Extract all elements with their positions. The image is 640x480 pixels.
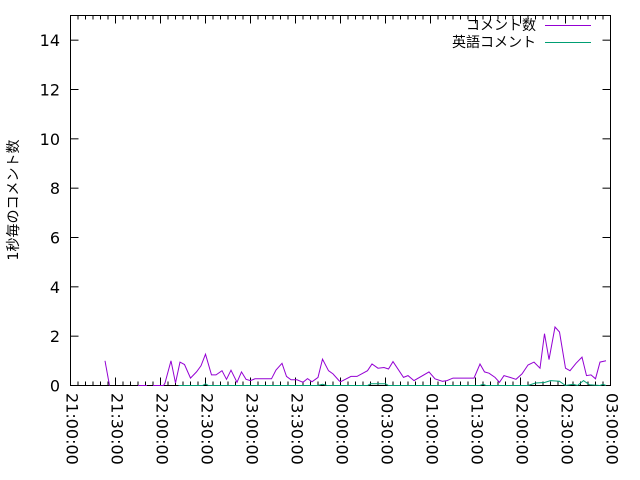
y-tick-label: 4 bbox=[50, 278, 60, 297]
x-tick-label: 01:00:00 bbox=[423, 393, 442, 465]
series-line-1 bbox=[178, 379, 607, 387]
y-tick-label: 6 bbox=[50, 229, 60, 248]
y-tick-label: 12 bbox=[40, 81, 60, 100]
x-tick-label: 00:30:00 bbox=[378, 393, 397, 465]
y-tick-label: 8 bbox=[50, 179, 60, 198]
axis-ticks: 0 2 4 6 8 10 12 14 21:00:00 21:30:00 22:00:00 22:30… bbox=[40, 15, 622, 465]
y-axis-label: 1秒毎のコメント数 bbox=[6, 140, 22, 261]
x-tick-label: 21:00:00 bbox=[63, 393, 82, 465]
y-tick-label: 0 bbox=[50, 377, 60, 396]
legend-label-0: コメント数 bbox=[466, 18, 536, 34]
legend-label-1: 英語コメント bbox=[452, 34, 536, 51]
x-tick-label: 22:30:00 bbox=[198, 393, 217, 465]
x-tick-label: 21:30:00 bbox=[108, 393, 127, 465]
x-tick-label: 01:30:00 bbox=[468, 393, 487, 465]
plot-frame bbox=[70, 15, 611, 386]
x-tick-label: 23:30:00 bbox=[288, 393, 307, 465]
series-line-0 bbox=[153, 325, 607, 386]
y-tick-label: 14 bbox=[40, 31, 60, 50]
y-tick-label: 10 bbox=[40, 130, 60, 149]
series-line-0 bbox=[104, 360, 110, 386]
x-tick-label: 00:00:00 bbox=[333, 393, 352, 465]
x-tick-label: 02:30:00 bbox=[558, 393, 577, 465]
x-tick-label: 22:00:00 bbox=[153, 393, 172, 465]
x-tick-label: 23:00:00 bbox=[243, 393, 262, 465]
series-lines bbox=[104, 325, 607, 387]
y-tick-label: 2 bbox=[50, 327, 60, 346]
x-tick-label: 03:00:00 bbox=[603, 393, 622, 465]
legend: コメント数 英語コメント bbox=[452, 18, 591, 51]
x-tick-label: 02:00:00 bbox=[513, 393, 532, 465]
